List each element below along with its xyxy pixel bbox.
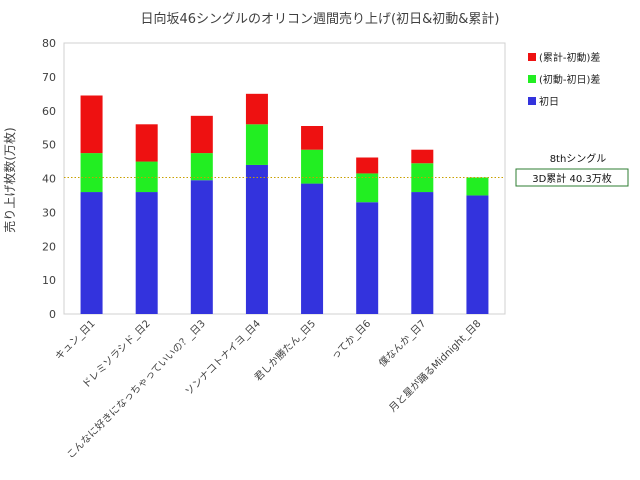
category-label: 僕なんか_日7 <box>376 317 429 370</box>
y-tick-label: 30 <box>42 206 56 219</box>
category-label: ってか_日6 <box>329 318 373 362</box>
bar-segment-2 <box>301 149 324 184</box>
bar-segment-3 <box>301 125 324 150</box>
category-label: 月と星が踊るMidnight_日8 <box>386 317 483 414</box>
bar-segment-2 <box>135 161 158 193</box>
bar-segment-3 <box>80 95 103 154</box>
y-tick-label: 10 <box>42 274 56 287</box>
bar-segment-2 <box>80 153 103 193</box>
category-label: キュン_日1 <box>54 318 98 362</box>
bar-segment-1 <box>135 192 158 314</box>
bar-segment-3 <box>135 124 158 162</box>
legend-swatch <box>528 75 536 83</box>
bar-segment-1 <box>466 195 489 314</box>
legend-label: 初日 <box>539 95 559 108</box>
y-tick-label: 50 <box>42 139 56 152</box>
bar-segment-1 <box>411 192 434 314</box>
bar-segment-3 <box>356 157 379 174</box>
bar-segment-2 <box>466 177 489 196</box>
bar-segment-1 <box>301 183 324 314</box>
y-tick-label: 20 <box>42 240 56 253</box>
legend-label: (累計-初動)差 <box>539 51 600 64</box>
plot-frame <box>63 42 506 315</box>
chart-title: 日向坂46シングルのオリコン週間売り上げ(初日&初動&累計) <box>141 11 500 27</box>
y-tick-label: 0 <box>49 308 56 321</box>
bar-segment-1 <box>245 164 268 314</box>
bar-segment-3 <box>190 115 213 154</box>
y-axis-label: 売り上げ枚数(万枚) <box>2 127 17 232</box>
plot-area: 01020304050607080キュン_日1ドレミソラシド_日2こんなに好きに… <box>42 37 506 461</box>
bar-segment-1 <box>356 202 379 314</box>
legend-label: (初動-初日)差 <box>539 73 600 86</box>
bar-segment-3 <box>411 149 434 164</box>
bar-segment-2 <box>245 124 268 165</box>
bar-segment-1 <box>190 180 213 314</box>
bar-segment-2 <box>356 173 379 203</box>
legend: (累計-初動)差 (初動-初日)差初日 <box>528 51 600 108</box>
annotation-title: 8thシングル <box>550 152 607 165</box>
legend-swatch <box>528 53 536 61</box>
bar-segment-3 <box>245 93 268 125</box>
y-tick-label: 60 <box>42 105 56 118</box>
annotation-box <box>515 168 629 187</box>
y-tick-label: 70 <box>42 71 56 84</box>
legend-swatch <box>528 97 536 105</box>
annotation-box-text: 3D累計 40.3万枚 <box>532 172 612 185</box>
bar-segment-2 <box>190 153 213 181</box>
y-tick-label: 40 <box>42 173 56 186</box>
bar-segment-1 <box>80 192 103 314</box>
y-tick-label: 80 <box>42 37 56 50</box>
